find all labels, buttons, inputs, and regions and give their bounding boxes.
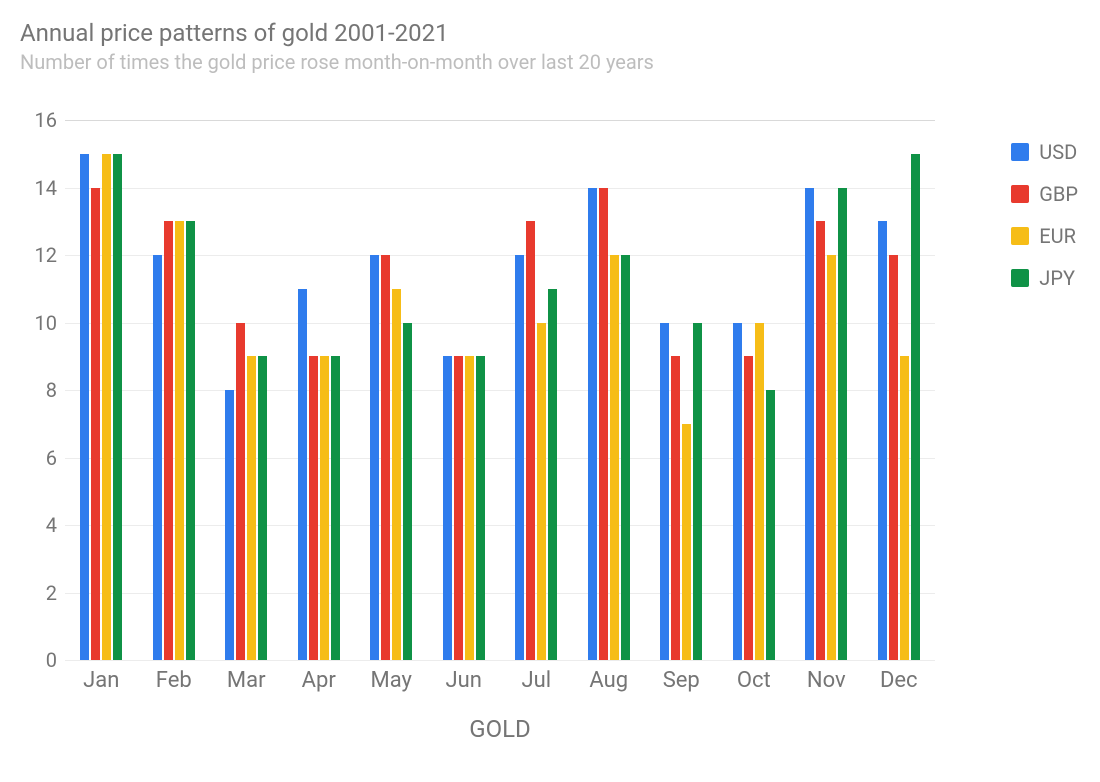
bar-jpy (258, 356, 267, 660)
y-tick-label: 12 (25, 243, 57, 267)
bar-gbp (236, 323, 245, 661)
chart-container: Annual price patterns of gold 2001-2021 … (0, 0, 1100, 782)
legend-label: EUR (1039, 224, 1076, 248)
bar-eur (175, 221, 184, 660)
y-tick-label: 6 (25, 446, 57, 470)
bar-eur (102, 154, 111, 660)
bar-jpy (911, 154, 920, 660)
x-category-label: Jan (83, 660, 119, 693)
y-tick-label: 0 (25, 648, 57, 672)
bar-usd (298, 289, 307, 660)
bar-gbp (381, 255, 390, 660)
legend-label: GBP (1039, 182, 1078, 206)
bar-eur (247, 356, 256, 660)
bar-gbp (526, 221, 535, 660)
bar-jpy (403, 323, 412, 661)
x-category-label: May (371, 660, 412, 693)
bar-usd (733, 323, 742, 661)
bar-jpy (766, 390, 775, 660)
chart-subtitle: Number of times the gold price rose mont… (20, 49, 1080, 75)
bar-gbp (599, 188, 608, 661)
bar-usd (878, 221, 887, 660)
y-tick-label: 8 (25, 378, 57, 402)
bar-eur (537, 323, 546, 661)
x-category-label: Jun (446, 660, 482, 693)
x-category-label: Nov (807, 660, 846, 693)
bar-usd (660, 323, 669, 661)
x-axis-label: GOLD (65, 715, 935, 743)
legend-item-usd: USD (1011, 140, 1078, 164)
bar-jpy (331, 356, 340, 660)
legend-item-gbp: GBP (1011, 182, 1078, 206)
bar-usd (805, 188, 814, 661)
y-tick-label: 10 (25, 311, 57, 335)
bar-eur (682, 424, 691, 660)
plot-area: GOLD 0246810121416JanFebMarAprMayJunJulA… (65, 120, 935, 660)
gridline (65, 120, 935, 121)
bar-usd (370, 255, 379, 660)
bar-jpy (113, 154, 122, 660)
legend-item-eur: EUR (1011, 224, 1078, 248)
bar-usd (80, 154, 89, 660)
x-category-label: Jul (521, 660, 551, 693)
bar-gbp (671, 356, 680, 660)
bar-gbp (91, 188, 100, 661)
bar-usd (225, 390, 234, 660)
bar-usd (515, 255, 524, 660)
legend: USD GBP EUR JPY (1011, 140, 1078, 308)
x-category-label: Feb (156, 660, 192, 693)
bar-gbp (309, 356, 318, 660)
x-category-label: Sep (663, 660, 700, 693)
bar-usd (443, 356, 452, 660)
x-category-label: Mar (227, 660, 266, 693)
gridline (65, 660, 935, 661)
bar-gbp (816, 221, 825, 660)
legend-item-jpy: JPY (1011, 266, 1078, 290)
bar-jpy (621, 255, 630, 660)
bar-gbp (454, 356, 463, 660)
bar-jpy (838, 188, 847, 661)
bar-usd (588, 188, 597, 661)
x-category-label: Oct (737, 660, 771, 693)
y-tick-label: 2 (25, 581, 57, 605)
bar-eur (900, 356, 909, 660)
bar-jpy (186, 221, 195, 660)
y-tick-label: 14 (25, 176, 57, 200)
bar-jpy (548, 289, 557, 660)
legend-swatch (1011, 143, 1029, 161)
legend-swatch (1011, 227, 1029, 245)
bar-eur (465, 356, 474, 660)
legend-label: USD (1039, 140, 1077, 164)
y-tick-label: 16 (25, 108, 57, 132)
bar-jpy (476, 356, 485, 660)
y-tick-label: 4 (25, 513, 57, 537)
bar-eur (755, 323, 764, 661)
bar-eur (827, 255, 836, 660)
x-category-label: Dec (880, 660, 918, 693)
chart-title: Annual price patterns of gold 2001-2021 (20, 18, 1080, 49)
chart-body: GOLD 0246810121416JanFebMarAprMayJunJulA… (20, 120, 1080, 760)
bar-eur (320, 356, 329, 660)
bar-jpy (693, 323, 702, 661)
bar-usd (153, 255, 162, 660)
legend-swatch (1011, 269, 1029, 287)
bar-gbp (889, 255, 898, 660)
x-category-label: Apr (302, 660, 336, 693)
legend-swatch (1011, 185, 1029, 203)
bar-eur (610, 255, 619, 660)
legend-label: JPY (1039, 266, 1075, 290)
bar-eur (392, 289, 401, 660)
x-category-label: Aug (589, 660, 628, 693)
bar-gbp (744, 356, 753, 660)
bar-gbp (164, 221, 173, 660)
